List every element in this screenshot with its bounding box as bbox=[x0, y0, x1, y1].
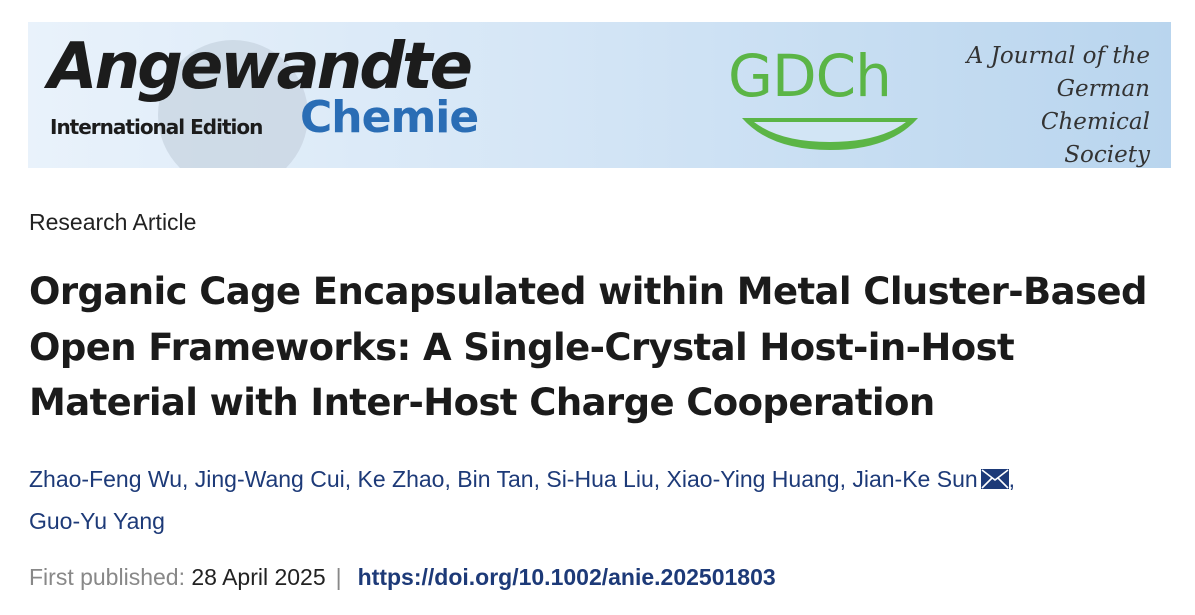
logo-circle bbox=[158, 40, 308, 168]
title-line: Open Frameworks: A Single-Crystal Host-i… bbox=[29, 325, 1015, 369]
author-link[interactable]: Xiao-Ying Huang bbox=[666, 466, 840, 492]
author-link[interactable]: Jing-Wang Cui bbox=[194, 466, 345, 492]
author-link[interactable]: Jian-Ke Sun bbox=[852, 466, 978, 492]
title-line: Material with Inter-Host Charge Cooperat… bbox=[29, 381, 935, 424]
author-link[interactable]: Ke Zhao bbox=[357, 466, 445, 492]
journal-name: Angewandte bbox=[48, 30, 473, 104]
journal-subtitle: Chemie bbox=[300, 92, 479, 143]
author-link[interactable]: Guo-Yu Yang bbox=[29, 508, 165, 534]
author-link[interactable]: Zhao-Feng Wu bbox=[29, 466, 182, 492]
article-type: Research Article bbox=[29, 209, 197, 235]
doi-link[interactable]: https://doi.org/10.1002/anie.202501803 bbox=[357, 564, 776, 590]
gdch-logo: GDCh bbox=[728, 42, 892, 110]
journal-edition: International Edition bbox=[50, 115, 263, 139]
author-link[interactable]: Bin Tan bbox=[457, 466, 534, 492]
publication-info: First published: 28 April 2025 | https://d… bbox=[29, 564, 776, 591]
first-published-label: First published: bbox=[29, 564, 185, 590]
article-title: Organic Cage Encapsulated within Metal C… bbox=[29, 264, 1189, 431]
gdch-arc-icon bbox=[742, 118, 918, 150]
author-link[interactable]: Si-Hua Liu bbox=[546, 466, 654, 492]
society-tagline: A Journal of the German Chemical Society bbox=[966, 43, 1150, 168]
first-published-date: 28 April 2025 bbox=[191, 564, 326, 590]
author-list: Zhao-Feng Wu, Jing-Wang Cui, Ke Zhao, Bi… bbox=[29, 466, 1016, 534]
envelope-icon[interactable] bbox=[980, 469, 1009, 489]
separator: | bbox=[335, 564, 342, 590]
title-line: Organic Cage Encapsulated within Metal C… bbox=[29, 270, 1147, 313]
journal-banner[interactable]: Angewandte International Edition Chemie … bbox=[28, 22, 1171, 168]
